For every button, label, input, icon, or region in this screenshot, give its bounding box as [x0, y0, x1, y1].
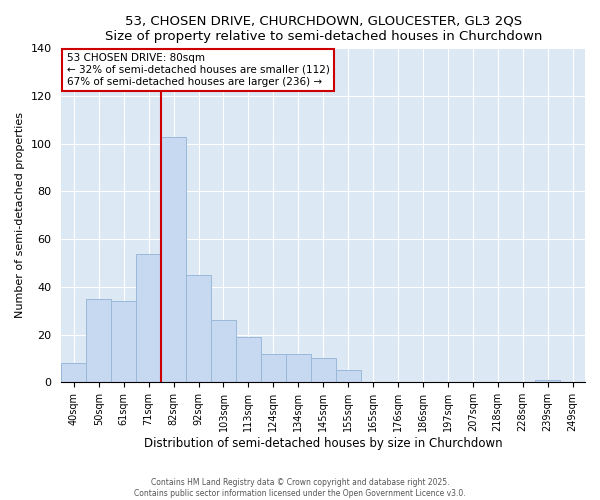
Y-axis label: Number of semi-detached properties: Number of semi-detached properties	[15, 112, 25, 318]
Bar	[61, 364, 86, 382]
Text: Contains HM Land Registry data © Crown copyright and database right 2025.
Contai: Contains HM Land Registry data © Crown c…	[134, 478, 466, 498]
Title: 53, CHOSEN DRIVE, CHURCHDOWN, GLOUCESTER, GL3 2QS
Size of property relative to s: 53, CHOSEN DRIVE, CHURCHDOWN, GLOUCESTER…	[104, 15, 542, 43]
X-axis label: Distribution of semi-detached houses by size in Churchdown: Distribution of semi-detached houses by …	[144, 437, 503, 450]
Bar	[236, 337, 261, 382]
Bar	[186, 275, 211, 382]
Bar	[535, 380, 560, 382]
Bar	[86, 299, 111, 382]
Bar	[111, 301, 136, 382]
Bar	[335, 370, 361, 382]
Bar	[136, 254, 161, 382]
Bar	[211, 320, 236, 382]
Bar	[161, 136, 186, 382]
Bar	[311, 358, 335, 382]
Text: 53 CHOSEN DRIVE: 80sqm
← 32% of semi-detached houses are smaller (112)
67% of se: 53 CHOSEN DRIVE: 80sqm ← 32% of semi-det…	[67, 54, 329, 86]
Bar	[261, 354, 286, 382]
Bar	[286, 354, 311, 382]
